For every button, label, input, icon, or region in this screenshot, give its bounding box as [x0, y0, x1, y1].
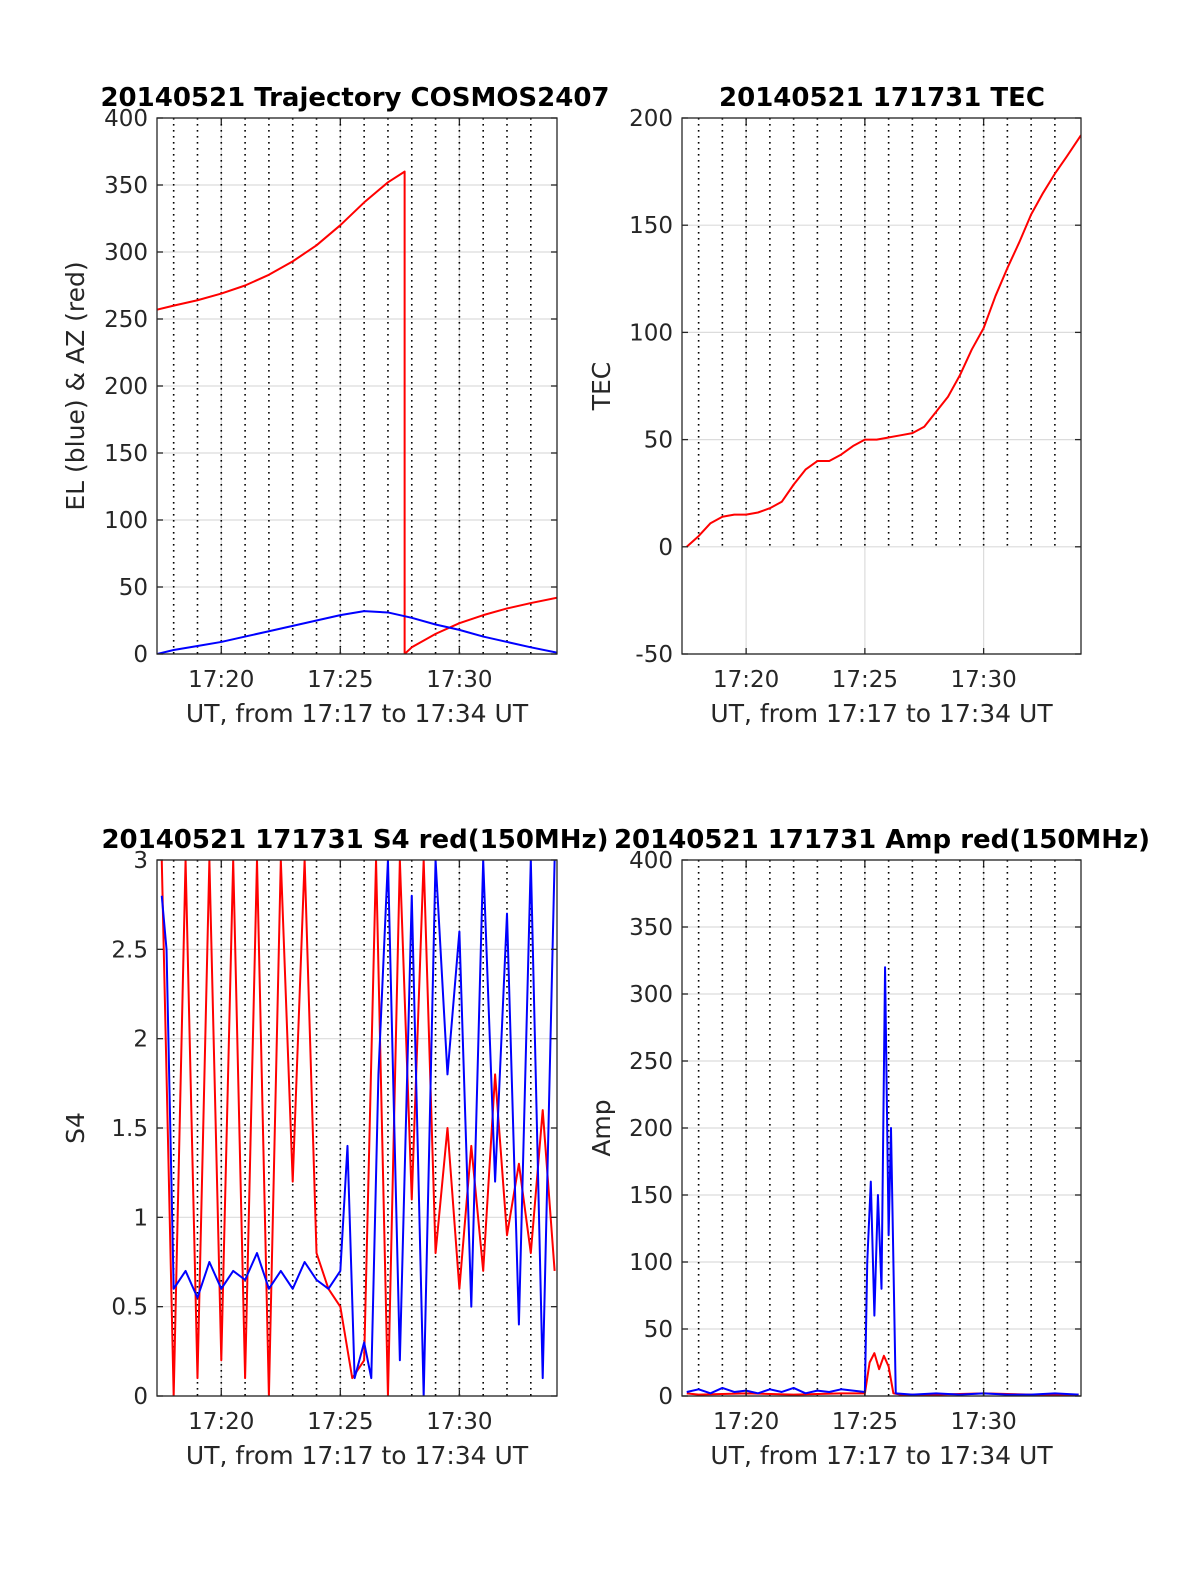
y-tick-label: 3 [133, 848, 148, 874]
x-tick-label: 17:20 [188, 667, 254, 693]
x-axis-label: UT, from 17:17 to 17:34 UT [186, 1441, 529, 1470]
y-tick-label: 50 [644, 428, 673, 454]
y-tick-label: 150 [629, 1183, 673, 1209]
chart-panel-3: 0 0.5 1 1.5 2 2.5 3 17:20 17:25 17:30 20140521 171… [61, 825, 609, 1470]
x-tick-label: 17:20 [188, 1409, 254, 1435]
y-axis-label: S4 [61, 1112, 90, 1144]
chart-title: 20140521 Trajectory COSMOS2407 [100, 83, 609, 113]
y-tick-label: 100 [629, 320, 673, 346]
x-tick-label: 17:25 [832, 667, 898, 693]
chart-title: 20140521 171731 Amp red(150MHz) [614, 825, 1150, 855]
y-tick-label: 2 [133, 1027, 148, 1053]
y-tick-label: 100 [104, 508, 148, 534]
x-tick-label: 17:20 [713, 667, 779, 693]
series-line-tec [686, 134, 1081, 548]
y-axis-label: TEC [587, 362, 616, 412]
axes-box [681, 117, 1082, 655]
y-tick-label: 300 [104, 240, 148, 266]
y-tick-label: 400 [629, 848, 673, 874]
y-tick-label: 1.5 [111, 1116, 148, 1142]
y-tick-label: 0 [133, 1384, 148, 1410]
y-tick-label: 200 [629, 106, 673, 132]
x-axis-label: UT, from 17:17 to 17:34 UT [710, 1441, 1053, 1470]
series-line-amp-blue [686, 966, 1079, 1396]
series-line-s4-red [160, 860, 556, 1396]
x-axis-label: UT, from 17:17 to 17:34 UT [710, 699, 1053, 728]
y-tick-label: 0 [133, 642, 148, 668]
x-axis-label: UT, from 17:17 to 17:34 UT [186, 699, 529, 728]
chart-title: 20140521 171731 S4 red(150MHz) [101, 825, 608, 855]
y-tick-label: 50 [644, 1317, 673, 1343]
y-tick-label: 350 [629, 915, 673, 941]
x-tick-label: 17:25 [307, 1409, 373, 1435]
y-tick-label: 0 [658, 535, 673, 561]
x-tick-label: 17:25 [832, 1409, 898, 1435]
x-tick-label: 17:30 [950, 1409, 1016, 1435]
y-tick-label: 350 [104, 173, 148, 199]
y-tick-label: 100 [629, 1250, 673, 1276]
chart-title: 20140521 171731 TEC [719, 83, 1045, 113]
x-tick-label: 17:20 [713, 1409, 779, 1435]
chart-panel-1: 0 50 100 150 200 250 300 350 400 17:20 17:25 17:30 2… [61, 83, 610, 728]
series-line-el [157, 610, 557, 654]
y-tick-label: 400 [104, 106, 148, 132]
y-tick-label: 2.5 [111, 937, 148, 963]
series-line-s4-blue [160, 860, 556, 1396]
y-tick-label: 250 [629, 1049, 673, 1075]
x-tick-label: 17:30 [426, 1409, 492, 1435]
y-tick-label: 150 [629, 213, 673, 239]
x-tick-label: 17:30 [426, 667, 492, 693]
y-axis-label: EL (blue) & AZ (red) [61, 261, 90, 510]
y-tick-label: 50 [119, 575, 148, 601]
x-tick-label: 17:25 [307, 667, 373, 693]
y-tick-label: 200 [104, 374, 148, 400]
y-tick-label: 300 [629, 982, 673, 1008]
y-tick-label: 0 [658, 1384, 673, 1410]
y-tick-label: -50 [635, 642, 673, 668]
y-axis-label: Amp [587, 1099, 616, 1156]
x-tick-label: 17:30 [950, 667, 1016, 693]
y-tick-label: 1 [133, 1205, 148, 1231]
y-tick-label: 150 [104, 441, 148, 467]
chart-panel-4: 0 50 100 150 200 250 300 350 400 17:20 17:25 17:30 2… [587, 825, 1150, 1470]
series-line-az [157, 170, 557, 654]
y-tick-label: 200 [629, 1116, 673, 1142]
y-tick-label: 250 [104, 307, 148, 333]
chart-panel-2: -50 0 50 100 150 200 17:20 17:25 17:30 20140521 1… [587, 83, 1082, 728]
y-tick-label: 0.5 [111, 1295, 148, 1321]
